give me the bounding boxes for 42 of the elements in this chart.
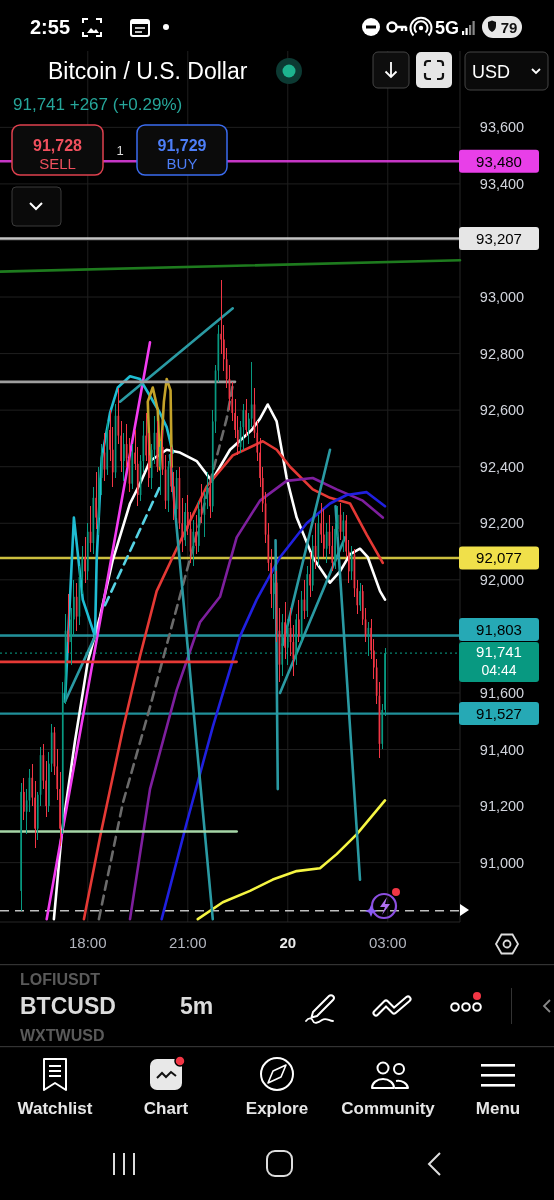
text: Explore: [245, 1099, 309, 1118]
x-tick-label: 03:00: [369, 934, 407, 951]
x-tick-label: 18:00: [69, 934, 107, 951]
annotation: 1: [116, 143, 124, 158]
text: 2:55: [30, 16, 71, 38]
annotation: 91,728: [33, 137, 83, 154]
ref-line-label: 93,207: [476, 229, 522, 247]
y-tick-label: 93,600: [479, 119, 525, 136]
y-tick-label: 91,200: [479, 798, 525, 815]
y-tick-label: 92,400: [479, 458, 525, 475]
text: Chart: [143, 1099, 189, 1118]
annotation: 91,729: [157, 137, 207, 154]
y-tick-label: 92,600: [479, 402, 525, 419]
ref-line-label: 92,077: [476, 549, 522, 567]
annotation: BUY: [166, 155, 198, 172]
text: USD: [472, 62, 511, 82]
text: Menu: [475, 1099, 521, 1118]
text: 5m: [180, 993, 214, 1019]
x-tick-label: 20: [279, 934, 297, 951]
ref-line-label: 91,803: [476, 620, 522, 638]
y-tick-label: 91,000: [479, 854, 525, 871]
text: 5G: [435, 18, 460, 38]
y-tick-label: 91,400: [479, 741, 525, 758]
text: WXTWUSD: [20, 1027, 105, 1044]
ref-line-label: 93,480: [476, 152, 522, 170]
x-tick-label: 21:00: [169, 934, 207, 951]
annotation: SELL: [39, 155, 76, 172]
text: BTCUSD: [20, 993, 116, 1019]
text: Watchlist: [17, 1099, 93, 1118]
y-tick-label: 92,000: [479, 571, 525, 588]
y-tick-label: 93,400: [479, 175, 525, 192]
y-tick-label: 93,000: [479, 289, 525, 306]
text: LOFIUSDT: [20, 971, 101, 988]
y-tick-label: 91,600: [479, 685, 525, 702]
y-tick-label: 92,800: [479, 345, 525, 362]
text: Community: [341, 1099, 436, 1118]
text: 79: [500, 19, 518, 36]
text: 91,741 +267 (+0.29%): [13, 95, 183, 114]
ref-line-label: 91,527: [476, 704, 522, 722]
chart-title: Bitcoin / U.S. Dollar: [48, 58, 248, 84]
ref-line-label: 91,741 04:44: [476, 643, 522, 679]
y-tick-label: 92,200: [479, 515, 525, 532]
